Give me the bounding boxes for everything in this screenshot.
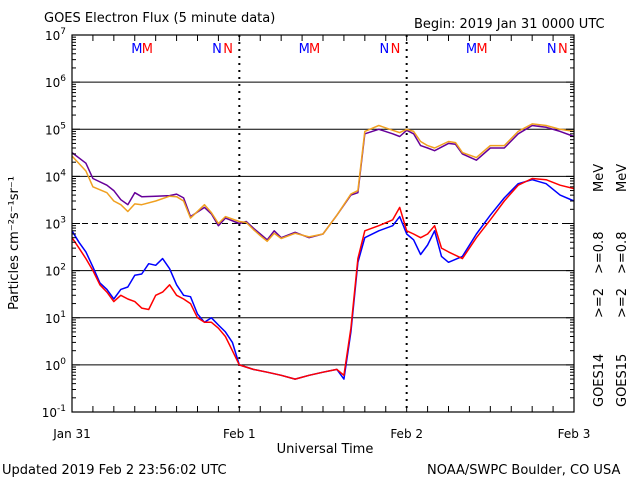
y-tick-label: 10-1 — [42, 404, 66, 420]
grid-lines — [72, 81, 574, 366]
mn-marker: M — [131, 42, 142, 57]
y-tick-label: 107 — [45, 27, 66, 43]
mn-marker: N — [212, 42, 222, 57]
legend-ge08-goes15: >=0.8 — [615, 232, 630, 274]
begin-time: Begin: 2019 Jan 31 0000 UTC — [414, 17, 605, 32]
footer-source: NOAA/SWPC Boulder, CO USA — [427, 463, 620, 478]
mn-marker: N — [379, 42, 389, 57]
mn-marker: M — [299, 42, 310, 57]
legend-mev-goes14: MeV — [592, 164, 607, 192]
x-tick-label: Feb 1 — [223, 427, 256, 441]
mn-marker: M — [466, 42, 477, 57]
legend-goes14: GOES14 — [592, 354, 607, 407]
series-lines — [71, 123, 575, 380]
mn-marker: N — [223, 42, 233, 57]
y-tick-label: 106 — [45, 74, 66, 90]
mn-marker: M — [476, 42, 487, 57]
y-tick-label: 105 — [45, 121, 66, 137]
mn-marker: N — [547, 42, 557, 57]
plot-frame — [71, 34, 575, 413]
legend-ge08-goes14: >=0.8 — [592, 232, 607, 274]
x-tick-label: Jan 31 — [52, 427, 91, 441]
y-tick-labels: 10-1 100 101 102 103 104 105 106 107 — [42, 27, 574, 420]
legend-ge2-goes14: >=2 — [592, 288, 607, 318]
y-tick-label: 103 — [45, 216, 66, 232]
mn-marker: N — [391, 42, 401, 57]
x-tick-label: Feb 3 — [558, 427, 591, 441]
chart-title: GOES Electron Flux (5 minute data) — [44, 11, 275, 26]
y-tick-label: 100 — [45, 357, 66, 373]
mn-marker: N — [558, 42, 568, 57]
mn-marker: M — [142, 42, 153, 57]
legend-goes15: GOES15 — [615, 354, 630, 407]
legend: GOES14 GOES15 >=2 >=2 >=0.8 >=0.8 MeV Me… — [592, 164, 630, 407]
series-line — [71, 177, 575, 380]
y-tick-label: 102 — [45, 263, 66, 279]
x-tick-labels: Jan 31 Feb 1 Feb 2 Feb 3 — [52, 35, 590, 441]
legend-ge2-goes15: >=2 — [615, 288, 630, 318]
x-tick-label: Feb 2 — [390, 427, 423, 441]
mn-marker: M — [309, 42, 320, 57]
series-line — [71, 123, 575, 243]
series-line — [71, 124, 575, 241]
y-tick-label: 104 — [45, 168, 66, 184]
x-axis-label: Universal Time — [277, 442, 374, 457]
legend-mev-goes15: MeV — [615, 164, 630, 192]
footer-updated: Updated 2019 Feb 2 23:56:02 UTC — [2, 463, 227, 478]
y-axis-label: Particles cm⁻²s⁻¹sr⁻¹ — [7, 176, 22, 310]
y-tick-label: 101 — [45, 310, 66, 326]
